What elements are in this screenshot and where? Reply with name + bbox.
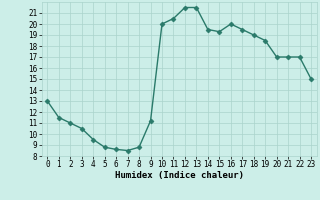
X-axis label: Humidex (Indice chaleur): Humidex (Indice chaleur): [115, 171, 244, 180]
